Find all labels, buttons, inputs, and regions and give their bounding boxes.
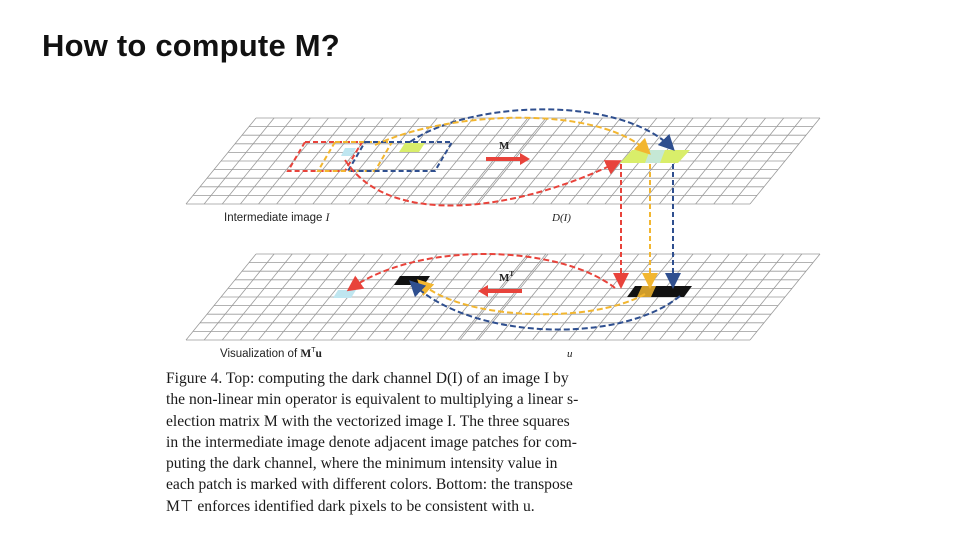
grid-line — [203, 253, 275, 341]
caption-line: Figure 4. Top: computing the dark channe… — [166, 370, 569, 387]
pixel-yellow-green — [399, 143, 425, 152]
grid-line — [276, 253, 347, 341]
grid-line — [514, 253, 585, 341]
grid-line — [403, 253, 474, 341]
intermediate-image-label: Intermediate image I — [224, 212, 331, 224]
grid-line — [586, 253, 658, 341]
grid-line — [330, 117, 402, 205]
grid-line — [568, 253, 640, 341]
grid-line — [240, 253, 311, 341]
visualization-grid — [185, 253, 547, 341]
red-arc-top — [344, 159, 622, 207]
grid-line — [348, 117, 420, 205]
grid-line — [532, 117, 603, 205]
slide-title: How to compute M? — [42, 28, 340, 63]
patch-blue — [346, 141, 454, 172]
grid-line — [532, 253, 603, 341]
blue-arc-top — [409, 108, 675, 151]
figure-caption: Figure 4. Top: computing the dark channe… — [166, 368, 806, 517]
grid-line — [713, 253, 785, 341]
grid-line — [749, 117, 821, 205]
grid-line — [348, 253, 420, 341]
u-pixels — [627, 286, 692, 297]
grid-line — [221, 117, 293, 205]
grid-line — [749, 253, 821, 341]
patch-orange — [316, 141, 394, 172]
mt-arrow — [478, 285, 522, 297]
m-arrow — [486, 153, 530, 165]
grid-line — [659, 253, 730, 341]
grid-line — [294, 253, 366, 341]
grid-line — [550, 253, 621, 341]
grid-line — [457, 253, 529, 341]
grid-line — [385, 117, 456, 205]
caption-line: in the intermediate image denote adjacen… — [166, 433, 577, 451]
grid-line — [312, 117, 384, 205]
orange-arc-bottom — [417, 279, 646, 316]
u-label: u — [567, 348, 573, 360]
grid-line — [330, 253, 402, 341]
blue-arc-bottom — [409, 280, 681, 331]
grid-line — [695, 253, 766, 341]
grid-line — [185, 117, 257, 205]
grid-line — [477, 253, 549, 341]
grid-line — [439, 117, 511, 205]
grid-line — [514, 117, 585, 205]
grid-line — [731, 117, 803, 205]
pixel-light-blue — [341, 148, 356, 156]
caption-line: M⊤ enforces identified dark pixels to be… — [166, 497, 535, 515]
caption-line: puting the dark channel, where the minim… — [166, 455, 558, 473]
grid-line — [258, 253, 329, 341]
grid-line — [459, 253, 531, 341]
grid-line — [713, 117, 785, 205]
grid-line — [294, 117, 366, 205]
caption-line: each patch is marked with different colo… — [166, 476, 573, 494]
red-arc-bottom — [346, 253, 616, 292]
grid-line — [421, 117, 492, 205]
grid-line — [659, 117, 730, 205]
grid-line — [550, 117, 621, 205]
orange-arc-top — [374, 116, 651, 155]
grid-line — [731, 253, 803, 341]
grid-line — [403, 117, 474, 205]
grid-line — [495, 117, 567, 205]
visualization-label: Visualization of MTu — [220, 347, 323, 360]
grid-line — [258, 117, 329, 205]
grid-line — [439, 253, 511, 341]
grid-line — [366, 253, 438, 341]
transpose-pixel-light-blue — [333, 290, 356, 298]
grid-line — [677, 117, 748, 205]
grid-line — [495, 253, 567, 341]
caption-line: the non-linear min operator is equivalen… — [166, 391, 579, 409]
grid-line — [221, 253, 293, 341]
grid-line — [185, 253, 257, 341]
grid-line — [240, 117, 311, 205]
grid-line — [695, 117, 766, 205]
caption-line: election matrix M with the vectorized im… — [166, 412, 570, 430]
grid-line — [677, 253, 748, 341]
mt-label: MT — [499, 270, 514, 284]
grid-line — [276, 117, 347, 205]
grid-line — [421, 253, 492, 341]
intermediate-image-grid — [185, 117, 547, 205]
grid-line — [203, 117, 275, 205]
m-label: M — [499, 140, 510, 152]
dark-channel-label: D(I) — [551, 212, 571, 224]
